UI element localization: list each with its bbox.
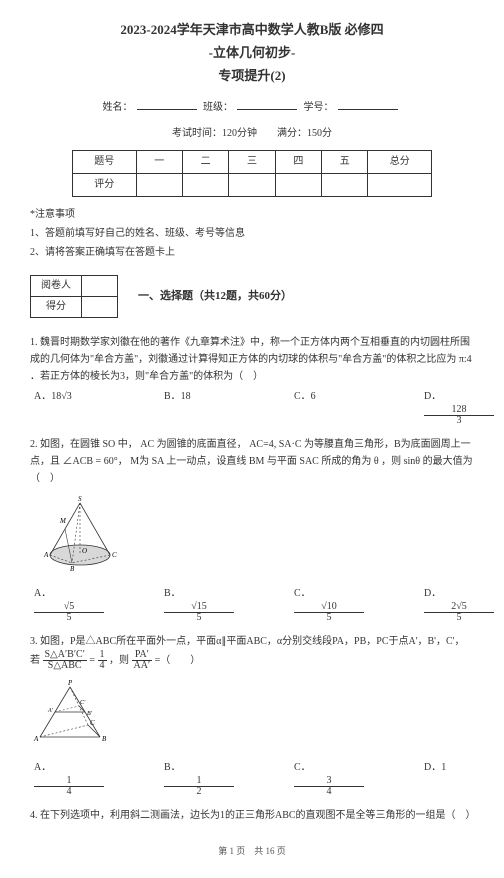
cell: 总分 — [368, 151, 432, 174]
exam-info: 考试时间：120分钟 满分：150分 — [30, 126, 474, 142]
choice-a: A．18√3 — [34, 389, 104, 426]
score-table: 题号 一 二 三 四 五 总分 评分 — [72, 150, 432, 197]
page-title-1: 2023-2024学年天津市高中数学人教B版 必修四 — [30, 20, 474, 41]
id-label: 学号： — [304, 102, 334, 113]
cell: 四 — [275, 151, 321, 174]
page-title-2: -立体几何初步- — [30, 43, 474, 64]
svg-text:P: P — [67, 679, 73, 687]
q2-text-1: 2. 如图，在圆锥 SO 中， AC 为圆锥的底面直径， — [30, 439, 247, 450]
question-2: 2. 如图，在圆锥 SO 中， AC 为圆锥的底面直径， AC=4, SA·C … — [30, 436, 474, 487]
id-blank — [338, 98, 398, 110]
svg-text:C': C' — [80, 700, 86, 706]
question-1: 1. 魏晋时期数学家刘徽在他的著作《九章算术注》中，称一个正方体内两个互相垂直的… — [30, 334, 474, 385]
svg-text:B: B — [102, 735, 107, 743]
blank-cell — [82, 297, 118, 318]
q1-choices: A．18√3 B．18 C．6 D．1283 — [30, 389, 474, 426]
svg-text:A: A — [43, 551, 49, 559]
choice-c: C．34 — [294, 760, 364, 797]
grader-cell: 阅卷人 — [31, 276, 82, 297]
q3-tail3: =（ ） — [155, 655, 201, 666]
note-2: 2、请将答案正确填写在答题卡上 — [30, 245, 474, 261]
svg-text:A': A' — [47, 708, 54, 714]
choice-b: B．12 — [164, 760, 234, 797]
choice-d: D．2√55 — [424, 586, 494, 623]
svg-text:B': B' — [87, 711, 93, 717]
svg-text:B: B — [70, 565, 75, 573]
note-1: 1、答题前填写好自己的姓名、班级、考号等信息 — [30, 226, 474, 242]
choice-b: B．18 — [164, 389, 234, 426]
cell — [229, 174, 275, 197]
cell: 一 — [136, 151, 182, 174]
q3-figure: P A B C A' B' C' — [30, 677, 474, 754]
notes-heading: *注意事项 — [30, 207, 474, 223]
cell: 二 — [182, 151, 228, 174]
notes: *注意事项 1、答题前填写好自己的姓名、班级、考号等信息 2、请将答案正确填写在… — [30, 207, 474, 261]
svg-text:C: C — [90, 719, 95, 727]
page-title-3: 专项提升(2) — [30, 66, 474, 87]
student-info-line: 姓名： 班级： 学号： — [30, 98, 474, 116]
class-blank — [237, 98, 297, 110]
choice-c: C．6 — [294, 389, 364, 426]
cell: 评分 — [73, 174, 137, 197]
question-4: 4. 在下列选项中，利用斜二测画法，边长为1的正三角形ABC的直观图不是全等三角… — [30, 807, 474, 824]
section-1-heading: 一、选择题（共12题，共60分） — [138, 288, 292, 306]
svg-text:O: O — [82, 547, 87, 555]
choice-a: A．√55 — [34, 586, 104, 623]
choice-d: D．1283 — [424, 389, 494, 426]
cell: 题号 — [73, 151, 137, 174]
table-row: 题号 一 二 三 四 五 总分 — [73, 151, 432, 174]
cell: 三 — [229, 151, 275, 174]
svg-text:A: A — [33, 735, 39, 743]
q3-choices: A．14 B．12 C．34 D．1 — [30, 760, 474, 797]
svg-text:C: C — [112, 551, 117, 559]
page-footer: 第 1 页 共 16 页 — [30, 844, 474, 858]
choice-c: C．√105 — [294, 586, 364, 623]
class-label: 班级： — [203, 102, 233, 113]
score-cell: 得分 — [31, 297, 82, 318]
cell — [136, 174, 182, 197]
q2-choices: A．√55 B．√155 C．√105 D．2√55 — [30, 586, 474, 623]
table-row: 评分 — [73, 174, 432, 197]
choice-a: A．14 — [34, 760, 104, 797]
cell — [182, 174, 228, 197]
question-3: 3. 如图，P是△ABC所在平面外一点，平面α∥平面ABC，α分别交线段PA，P… — [30, 633, 474, 671]
cell — [368, 174, 432, 197]
blank-cell — [82, 276, 118, 297]
cell — [275, 174, 321, 197]
name-blank — [137, 98, 197, 110]
name-label: 姓名： — [103, 102, 133, 113]
svg-text:S: S — [78, 495, 82, 503]
cell — [322, 174, 368, 197]
choice-b: B．√155 — [164, 586, 234, 623]
q3-tail: ，则 — [109, 655, 132, 666]
q2-figure: S M A C O B — [30, 493, 474, 580]
choice-d: D．1 — [424, 760, 494, 797]
grader-table: 阅卷人 得分 — [30, 275, 118, 318]
cell: 五 — [322, 151, 368, 174]
svg-text:M: M — [59, 517, 67, 525]
